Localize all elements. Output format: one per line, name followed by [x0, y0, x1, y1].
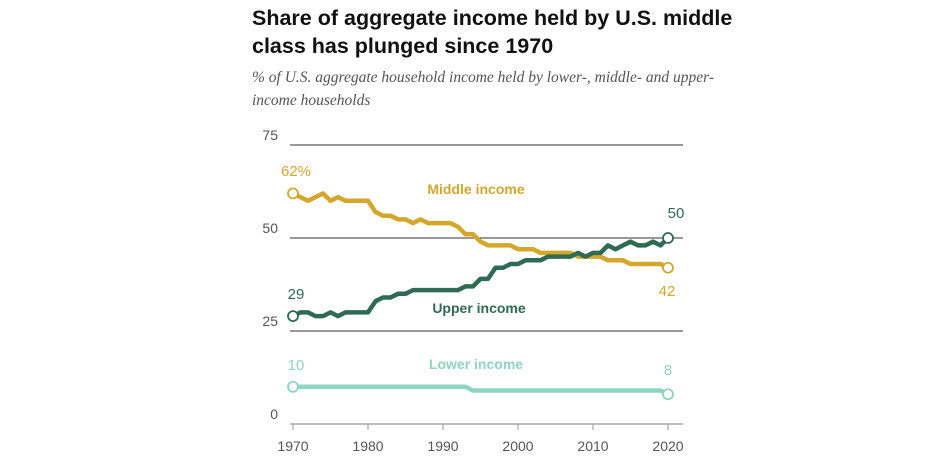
x-tick-label-2010: 2010 [577, 438, 608, 454]
x-axis-ticks: 1970 1980 1990 2000 2010 2020 [277, 424, 684, 454]
series-labels: Middle income 62% 42 Upper income 29 50 Lower … [281, 163, 684, 379]
grid-lines [290, 144, 683, 425]
x-tick-label-2020: 2020 [652, 438, 683, 454]
upper-income-end-marker [662, 232, 674, 244]
x-tick-label-2000: 2000 [502, 438, 533, 454]
upper-income-end-value: 50 [668, 205, 685, 222]
y-tick-label-0: 0 [270, 406, 278, 422]
lower-income-start-value: 10 [288, 357, 305, 374]
series-endpoints [287, 187, 674, 401]
middle-income-series-label: Middle income [427, 181, 524, 197]
middle-income-end-value: 42 [659, 283, 676, 300]
middle-income-start-value: 62% [281, 163, 311, 180]
middle-income-end-marker [662, 261, 674, 274]
y-tick-label-75: 75 [262, 127, 278, 143]
lower-income-end-value: 8 [664, 362, 672, 379]
upper-income-start-value: 29 [288, 286, 305, 303]
upper-income-line [290, 235, 671, 319]
upper-income-series-label: Upper income [432, 300, 526, 316]
middle-income-start-marker [287, 187, 299, 200]
lower-income-end-marker [662, 388, 674, 401]
y-axis-ticks: 0 25 50 75 [262, 127, 278, 422]
y-tick-label-25: 25 [262, 313, 278, 329]
chart-title: Share of aggregate income held by U.S. m… [252, 6, 733, 58]
series-lines [290, 191, 671, 397]
y-tick-label-50: 50 [262, 220, 278, 236]
lower-income-line [290, 384, 671, 397]
lower-income-series-label: Lower income [429, 356, 523, 372]
chart-subtitle: % of U.S. aggregate household income hel… [252, 69, 714, 109]
middle-income-line [290, 191, 671, 271]
x-tick-label-1970: 1970 [277, 438, 308, 454]
upper-income-start-marker [287, 310, 299, 323]
x-tick-label-1990: 1990 [427, 438, 458, 454]
x-tick-label-1980: 1980 [352, 438, 383, 454]
lower-income-start-marker [287, 380, 299, 393]
